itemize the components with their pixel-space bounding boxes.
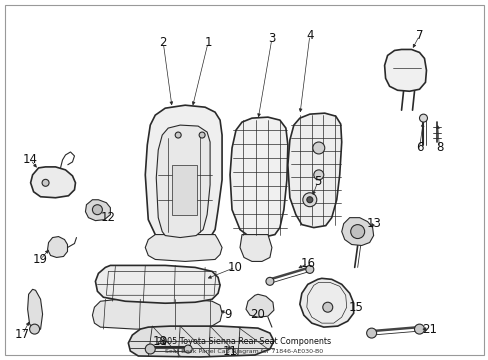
Polygon shape [287,113,341,228]
Polygon shape [85,200,110,221]
Circle shape [366,328,376,338]
Text: 4: 4 [305,29,313,42]
Text: 14: 14 [23,153,38,166]
Text: 10: 10 [227,261,242,274]
Polygon shape [240,235,271,261]
Text: 9: 9 [224,308,231,321]
Circle shape [302,193,316,207]
Text: 16: 16 [300,257,315,270]
Polygon shape [47,237,67,257]
Circle shape [265,277,273,285]
Text: 17: 17 [15,328,30,341]
Polygon shape [92,299,222,329]
Text: 5: 5 [313,175,321,188]
Circle shape [312,142,324,154]
Circle shape [30,324,40,334]
Circle shape [306,197,312,203]
Circle shape [305,265,313,273]
Circle shape [199,132,204,138]
Text: 19: 19 [33,253,48,266]
Text: 11: 11 [222,345,237,357]
Text: 20: 20 [250,308,265,321]
Polygon shape [95,265,220,303]
Circle shape [419,114,427,122]
Text: 3: 3 [268,32,275,45]
Circle shape [175,132,181,138]
Text: 1: 1 [204,36,211,49]
Polygon shape [384,49,426,91]
Polygon shape [145,105,222,242]
Circle shape [313,170,323,180]
Polygon shape [145,235,222,261]
Text: 6: 6 [415,141,423,154]
Polygon shape [27,289,42,331]
Circle shape [145,344,155,354]
Polygon shape [31,167,75,198]
Text: 13: 13 [366,217,380,230]
Text: 12: 12 [101,211,116,224]
Circle shape [184,345,192,353]
Text: 7: 7 [415,29,423,42]
Circle shape [414,324,424,334]
Text: 2: 2 [159,36,166,49]
Circle shape [322,302,332,312]
Text: Seat Back Panel Cap Diagram for 71846-AE030-B0: Seat Back Panel Cap Diagram for 71846-AE… [165,350,323,355]
Polygon shape [245,294,273,317]
Text: 15: 15 [347,301,363,314]
Polygon shape [299,278,353,327]
Text: 18: 18 [152,334,167,347]
Polygon shape [128,326,273,357]
Text: 21: 21 [421,323,436,336]
Polygon shape [229,117,287,238]
Circle shape [92,205,102,215]
Circle shape [42,179,49,186]
Text: 2005 Toyota Sienna Rear Seat Components: 2005 Toyota Sienna Rear Seat Components [157,337,331,346]
Polygon shape [156,125,210,238]
Circle shape [350,225,364,239]
Polygon shape [172,165,197,215]
Text: 8: 8 [435,141,442,154]
Polygon shape [341,218,373,246]
